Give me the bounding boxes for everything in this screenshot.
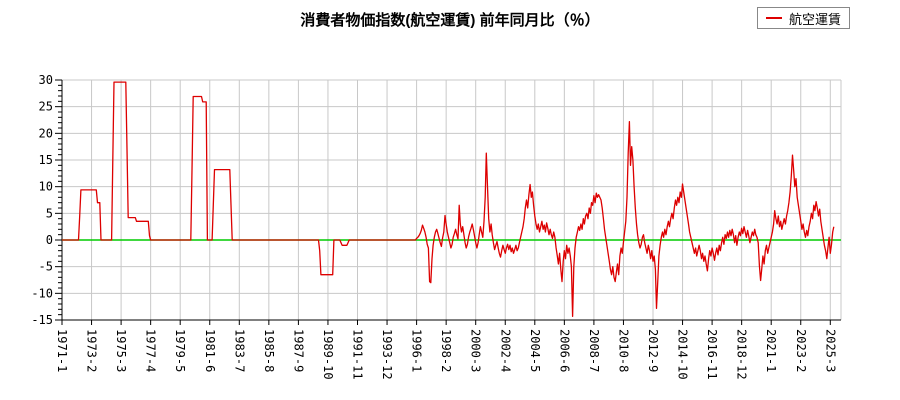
y-tick-label: 5: [46, 206, 53, 220]
x-tick-label: 2000-3: [469, 329, 483, 372]
x-tick-label: 1977-4: [144, 329, 158, 372]
y-tick-label: 20: [39, 126, 53, 140]
y-tick-label: -10: [31, 286, 53, 300]
legend: 航空運賃: [757, 7, 851, 29]
x-tick-label: 2018-12: [735, 329, 749, 380]
x-tick-label: 2012-9: [646, 329, 660, 372]
y-tick-label: -5: [39, 260, 53, 274]
x-tick-label: 2006-6: [557, 329, 571, 372]
y-tick-label: -15: [31, 313, 53, 327]
y-tick-label: 0: [46, 233, 53, 247]
x-tick-label: 1985-8: [262, 329, 276, 372]
x-tick-label: 1989-10: [321, 329, 335, 380]
x-tick-label: 2016-11: [705, 329, 719, 380]
x-tick-label: 2014-10: [676, 329, 690, 380]
x-tick-label: 1983-7: [232, 329, 246, 372]
x-tick-label: 2004-5: [528, 329, 542, 372]
legend-line-swatch: [766, 17, 782, 19]
x-tick-label: 1993-12: [380, 329, 394, 380]
x-tick-label: 1971-1: [55, 329, 69, 372]
x-tick-label: 1987-9: [291, 329, 305, 372]
x-tick-label: 2023-2: [794, 329, 808, 372]
x-tick-label: 2008-7: [587, 329, 601, 372]
y-tick-label: 15: [39, 153, 53, 167]
y-tick-label: 30: [39, 73, 53, 87]
x-tick-label: 2010-8: [616, 329, 630, 372]
legend-label: 航空運賃: [789, 11, 842, 27]
x-tick-label: 1975-3: [114, 329, 128, 372]
x-tick-label: 2025-3: [823, 329, 837, 372]
x-tick-label: 1991-11: [351, 329, 365, 380]
x-tick-label: 1973-2: [85, 329, 99, 372]
chart-title: 消費者物価指数(航空運賃) 前年同月比（％）: [300, 12, 600, 29]
x-tick-label: 1979-5: [173, 329, 187, 372]
y-tick-label: 10: [39, 180, 53, 194]
x-tick-label: 2002-4: [498, 329, 512, 372]
x-tick-label: 1981-6: [203, 329, 217, 372]
y-tick-label: 25: [39, 100, 53, 114]
x-tick-label: 1996-1: [410, 329, 424, 372]
x-tick-label: 2021-1: [764, 329, 778, 372]
series-line-airfare: [62, 81, 835, 317]
x-tick-label: 1998-2: [439, 329, 453, 372]
